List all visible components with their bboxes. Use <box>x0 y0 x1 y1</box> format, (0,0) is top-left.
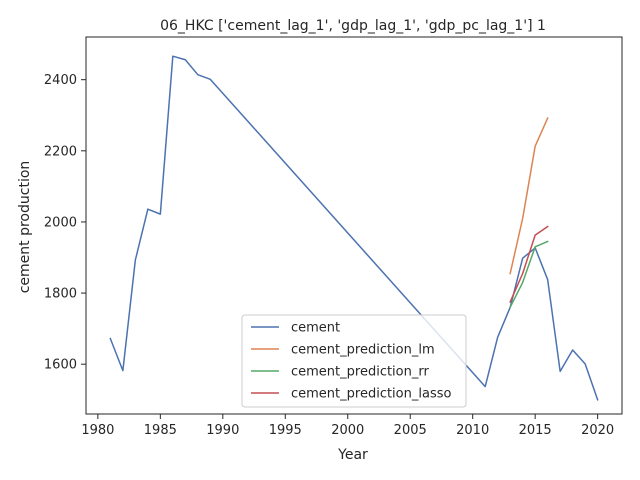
legend-label-cement_prediction_lm: cement_prediction_lm <box>291 343 435 358</box>
y-tick-label-2400: 2400 <box>44 73 77 88</box>
x-tick-label-2015: 2015 <box>519 423 552 438</box>
x-tick-label-1990: 1990 <box>206 423 239 438</box>
plot-frame <box>85 36 623 415</box>
series-line-cement_prediction_lm <box>509 117 549 275</box>
x-tick-label-1995: 1995 <box>269 423 302 438</box>
x-tick-label-2000: 2000 <box>331 423 364 438</box>
legend: cement cement_prediction_lm cement_predict… <box>241 314 467 408</box>
x-tick-label-1980: 1980 <box>81 423 114 438</box>
legend-label-cement: cement <box>291 321 340 336</box>
series-line-cement_prediction_lasso <box>509 225 549 303</box>
series-line-cement_prediction_rr <box>509 240 549 309</box>
plot-area: 1980 1985 1990 1995 2000 2005 2010 2015 2020 1600… <box>44 36 623 438</box>
y-tick-label-2000: 2000 <box>44 215 77 230</box>
y-tick-label-1600: 1600 <box>44 358 77 373</box>
x-tick-label-1985: 1985 <box>144 423 177 438</box>
legend-label-cement_prediction_rr: cement_prediction_rr <box>291 365 429 380</box>
series-line-cement <box>109 55 599 401</box>
y-tick-label-1800: 1800 <box>44 287 77 302</box>
x-tick-label-2005: 2005 <box>394 423 427 438</box>
y-tick-label-2200: 2200 <box>44 144 77 159</box>
legend-box <box>241 314 467 408</box>
x-tick-label-2020: 2020 <box>581 423 614 438</box>
legend-label-cement_prediction_lasso: cement_prediction_lasso <box>291 387 451 402</box>
chart-title: 06_HKC ['cement_lag_1', 'gdp_lag_1', 'gd… <box>160 18 546 34</box>
x-axis-label: Year <box>337 447 368 463</box>
x-tick-label-2010: 2010 <box>456 423 489 438</box>
y-axis-label: cement production <box>17 161 33 294</box>
